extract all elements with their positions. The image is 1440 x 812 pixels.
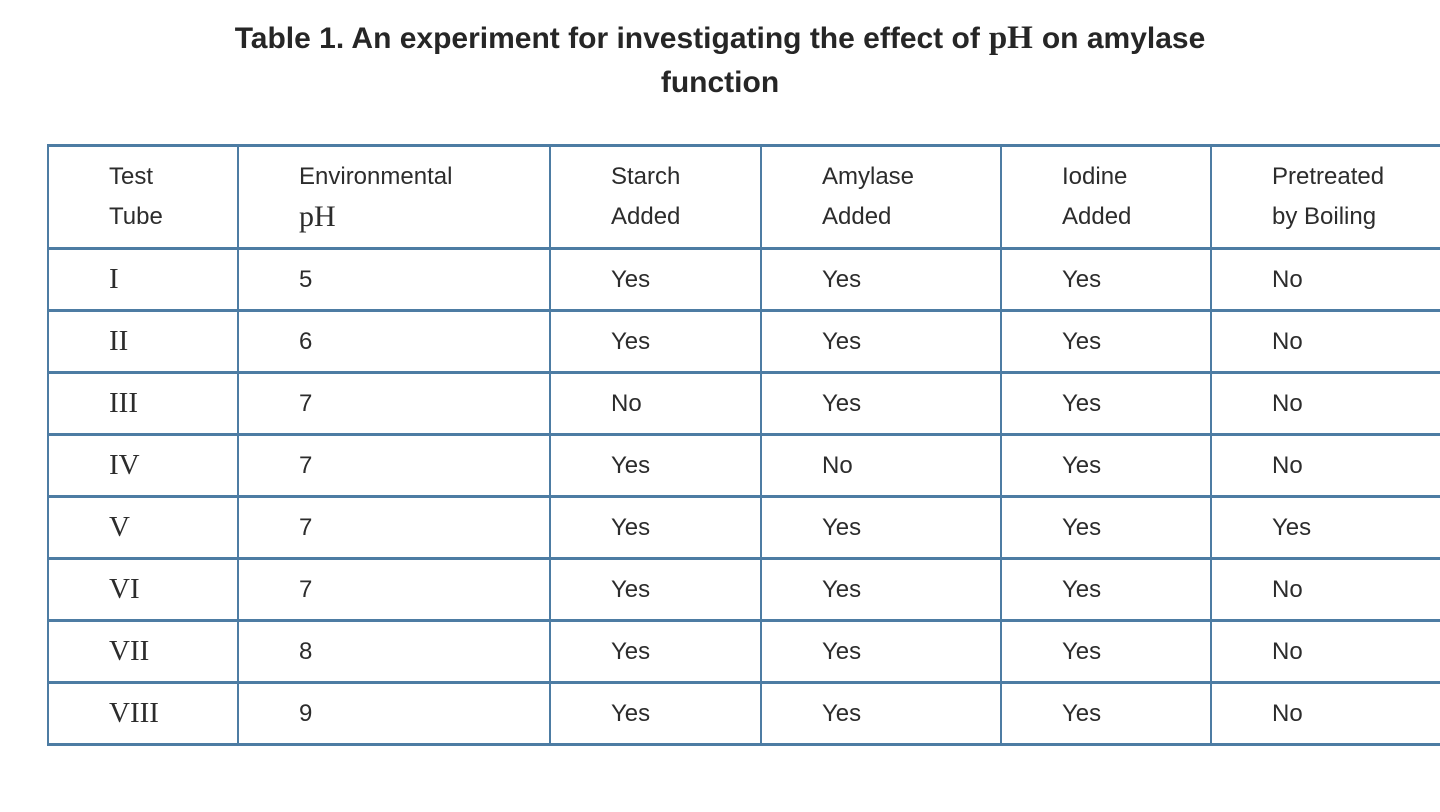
table-row: V 7 Yes Yes Yes Yes [47,495,1440,560]
header-label-ph: pH [299,200,336,233]
cell-starch-added: Yes [549,433,762,498]
table-row: VI 7 Yes Yes Yes No [47,557,1440,622]
cell-starch-added: Yes [549,557,762,622]
cell-amylase-added: Yes [760,681,1002,746]
cell-environmental-ph: 7 [237,557,551,622]
cell-iodine-added: Yes [1000,309,1212,374]
cell-pretreated-by-boiling: No [1210,557,1440,622]
header-label: Iodine [1062,163,1128,190]
cell-iodine-added: Yes [1000,247,1212,312]
cell-environmental-ph: 5 [237,247,551,312]
cell-pretreated-by-boiling: No [1210,619,1440,684]
cell-starch-added: Yes [549,619,762,684]
experiment-table-wrapper: Test Tube Environmental pH Starch Added … [47,144,1440,746]
cell-test-tube: III [47,371,239,436]
header-label: Added [822,203,892,230]
header-cell-pretreated-by-boiling: Pretreated by Boiling [1210,144,1440,250]
header-label: Added [611,203,681,230]
cell-amylase-added: Yes [760,619,1002,684]
header-label: Test [109,163,154,190]
cell-test-tube: I [47,247,239,312]
header-cell-starch-added: Starch Added [549,144,762,250]
cell-test-tube: VIII [47,681,239,746]
header-cell-amylase-added: Amylase Added [760,144,1002,250]
cell-test-tube: VII [47,619,239,684]
table-row: VIII 9 Yes Yes Yes No [47,681,1440,746]
cell-iodine-added: Yes [1000,433,1212,498]
cell-iodine-added: Yes [1000,371,1212,436]
cell-pretreated-by-boiling: No [1210,371,1440,436]
header-cell-iodine-added: Iodine Added [1000,144,1212,250]
cell-starch-added: Yes [549,681,762,746]
header-cell-test-tube: Test Tube [47,144,239,250]
cell-environmental-ph: 7 [237,495,551,560]
cell-test-tube: VI [47,557,239,622]
cell-pretreated-by-boiling: No [1210,309,1440,374]
cell-test-tube: II [47,309,239,374]
cell-amylase-added: Yes [760,495,1002,560]
header-label: Pretreated [1272,163,1385,190]
cell-iodine-added: Yes [1000,619,1212,684]
title-line-2: function [660,66,780,99]
table-row: III 7 No Yes Yes No [47,371,1440,436]
header-label: Tube [109,203,163,230]
page-title: Table 1. An experiment for investigating… [0,16,1440,105]
header-row: Test Tube Environmental pH Starch Added … [47,144,1440,250]
cell-iodine-added: Yes [1000,681,1212,746]
table-row: IV 7 Yes No Yes No [47,433,1440,498]
header-label: Amylase [822,163,915,190]
header-label: by Boiling [1272,203,1377,230]
cell-starch-added: Yes [549,495,762,560]
cell-iodine-added: Yes [1000,557,1212,622]
title-suffix: on amylase [1041,22,1206,55]
cell-environmental-ph: 6 [237,309,551,374]
cell-pretreated-by-boiling: No [1210,247,1440,312]
cell-test-tube: V [47,495,239,560]
cell-environmental-ph: 8 [237,619,551,684]
header-cell-environmental-ph: Environmental pH [237,144,551,250]
cell-pretreated-by-boiling: No [1210,433,1440,498]
table-row: VII 8 Yes Yes Yes No [47,619,1440,684]
cell-amylase-added: No [760,433,1002,498]
header-label: Environmental [299,163,453,190]
cell-amylase-added: Yes [760,309,1002,374]
cell-iodine-added: Yes [1000,495,1212,560]
cell-amylase-added: Yes [760,247,1002,312]
table-row: II 6 Yes Yes Yes No [47,309,1440,374]
cell-pretreated-by-boiling: Yes [1210,495,1440,560]
cell-starch-added: Yes [549,247,762,312]
cell-amylase-added: Yes [760,371,1002,436]
table-row: I 5 Yes Yes Yes No [47,247,1440,312]
cell-environmental-ph: 7 [237,433,551,498]
title-line-1: Table 1. An experiment for investigating… [0,16,1440,61]
header-label: Starch [611,163,681,190]
title-ph: pH [988,20,1033,56]
header-label: Added [1062,203,1132,230]
cell-environmental-ph: 7 [237,371,551,436]
cell-pretreated-by-boiling: No [1210,681,1440,746]
cell-environmental-ph: 9 [237,681,551,746]
cell-starch-added: No [549,371,762,436]
cell-amylase-added: Yes [760,557,1002,622]
title-prefix: Table 1. An experiment for investigating… [234,22,980,55]
cell-test-tube: IV [47,433,239,498]
experiment-table: Test Tube Environmental pH Starch Added … [47,144,1440,746]
cell-starch-added: Yes [549,309,762,374]
